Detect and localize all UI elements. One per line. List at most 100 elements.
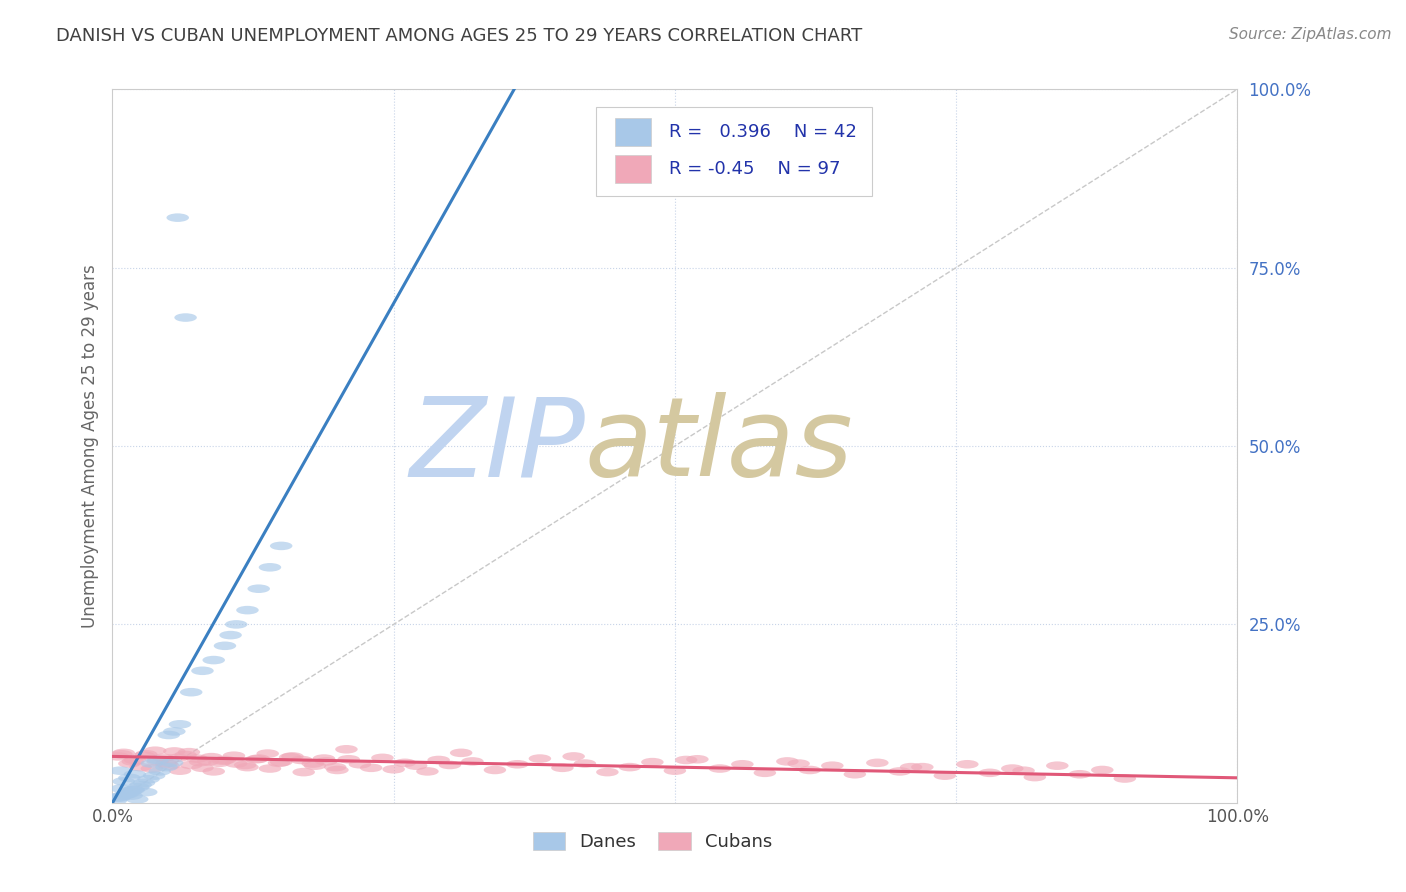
Ellipse shape — [245, 755, 267, 764]
Ellipse shape — [152, 754, 174, 762]
Y-axis label: Unemployment Among Ages 25 to 29 years: Unemployment Among Ages 25 to 29 years — [80, 264, 98, 628]
Ellipse shape — [315, 757, 337, 765]
Ellipse shape — [124, 756, 146, 764]
Ellipse shape — [776, 757, 799, 765]
Ellipse shape — [911, 763, 934, 772]
Text: ZIP: ZIP — [409, 392, 585, 500]
Text: DANISH VS CUBAN UNEMPLOYMENT AMONG AGES 25 TO 29 YEARS CORRELATION CHART: DANISH VS CUBAN UNEMPLOYMENT AMONG AGES … — [56, 27, 862, 45]
Ellipse shape — [529, 755, 551, 763]
Ellipse shape — [108, 794, 131, 802]
Ellipse shape — [233, 761, 256, 769]
Ellipse shape — [160, 758, 183, 767]
Ellipse shape — [174, 751, 197, 759]
Ellipse shape — [821, 762, 844, 770]
Ellipse shape — [934, 772, 956, 780]
Ellipse shape — [641, 758, 664, 766]
Ellipse shape — [110, 784, 132, 793]
Ellipse shape — [799, 765, 821, 774]
Ellipse shape — [132, 751, 155, 760]
Ellipse shape — [619, 763, 641, 772]
Ellipse shape — [132, 779, 155, 787]
Ellipse shape — [371, 754, 394, 762]
Ellipse shape — [278, 753, 301, 762]
Ellipse shape — [866, 758, 889, 767]
Ellipse shape — [214, 641, 236, 650]
Ellipse shape — [225, 759, 247, 768]
Ellipse shape — [301, 759, 323, 768]
Ellipse shape — [122, 786, 145, 794]
FancyBboxPatch shape — [596, 107, 872, 196]
Ellipse shape — [129, 763, 152, 772]
Ellipse shape — [562, 752, 585, 761]
Ellipse shape — [323, 763, 346, 772]
Ellipse shape — [225, 620, 247, 629]
Ellipse shape — [118, 773, 141, 782]
Ellipse shape — [202, 656, 225, 665]
Ellipse shape — [270, 541, 292, 550]
Ellipse shape — [844, 770, 866, 779]
Ellipse shape — [174, 313, 197, 322]
FancyBboxPatch shape — [616, 155, 651, 184]
Ellipse shape — [450, 748, 472, 757]
Ellipse shape — [115, 790, 138, 798]
Ellipse shape — [169, 766, 191, 775]
Ellipse shape — [335, 745, 357, 754]
Ellipse shape — [281, 752, 304, 761]
Ellipse shape — [1012, 766, 1035, 775]
Ellipse shape — [188, 758, 211, 766]
Ellipse shape — [326, 765, 349, 774]
Ellipse shape — [259, 764, 281, 772]
Ellipse shape — [149, 767, 172, 776]
Ellipse shape — [121, 757, 143, 765]
Ellipse shape — [304, 762, 326, 770]
Ellipse shape — [138, 775, 160, 783]
Ellipse shape — [236, 763, 259, 772]
Ellipse shape — [200, 753, 222, 762]
Ellipse shape — [1091, 765, 1114, 774]
Ellipse shape — [107, 752, 129, 761]
Ellipse shape — [155, 759, 177, 768]
Ellipse shape — [208, 758, 231, 767]
Ellipse shape — [124, 770, 146, 779]
Ellipse shape — [675, 756, 697, 764]
Ellipse shape — [1069, 770, 1091, 779]
Ellipse shape — [1024, 772, 1046, 781]
Ellipse shape — [157, 762, 180, 770]
Ellipse shape — [110, 750, 132, 758]
Ellipse shape — [143, 747, 166, 755]
Ellipse shape — [104, 797, 127, 805]
Ellipse shape — [121, 791, 143, 800]
Ellipse shape — [259, 563, 281, 572]
Ellipse shape — [979, 769, 1001, 777]
Ellipse shape — [219, 631, 242, 640]
Ellipse shape — [115, 790, 138, 798]
Ellipse shape — [202, 767, 225, 776]
Legend: Danes, Cubans: Danes, Cubans — [533, 831, 772, 851]
Ellipse shape — [1001, 764, 1024, 772]
Ellipse shape — [236, 606, 259, 615]
Ellipse shape — [360, 764, 382, 772]
Ellipse shape — [290, 756, 312, 764]
Ellipse shape — [112, 777, 135, 786]
Ellipse shape — [337, 755, 360, 764]
Ellipse shape — [180, 761, 202, 769]
Ellipse shape — [439, 761, 461, 769]
Ellipse shape — [956, 760, 979, 769]
Ellipse shape — [141, 759, 163, 768]
Ellipse shape — [129, 780, 152, 789]
Ellipse shape — [382, 765, 405, 773]
Ellipse shape — [574, 759, 596, 768]
FancyBboxPatch shape — [616, 118, 651, 146]
Ellipse shape — [191, 764, 214, 772]
Ellipse shape — [754, 769, 776, 777]
Ellipse shape — [731, 760, 754, 769]
Ellipse shape — [141, 764, 163, 772]
Ellipse shape — [146, 756, 169, 764]
Ellipse shape — [484, 765, 506, 774]
Ellipse shape — [405, 762, 427, 770]
Ellipse shape — [112, 748, 135, 757]
Ellipse shape — [889, 767, 911, 776]
Ellipse shape — [1114, 774, 1136, 783]
Ellipse shape — [163, 747, 186, 756]
Ellipse shape — [247, 584, 270, 593]
